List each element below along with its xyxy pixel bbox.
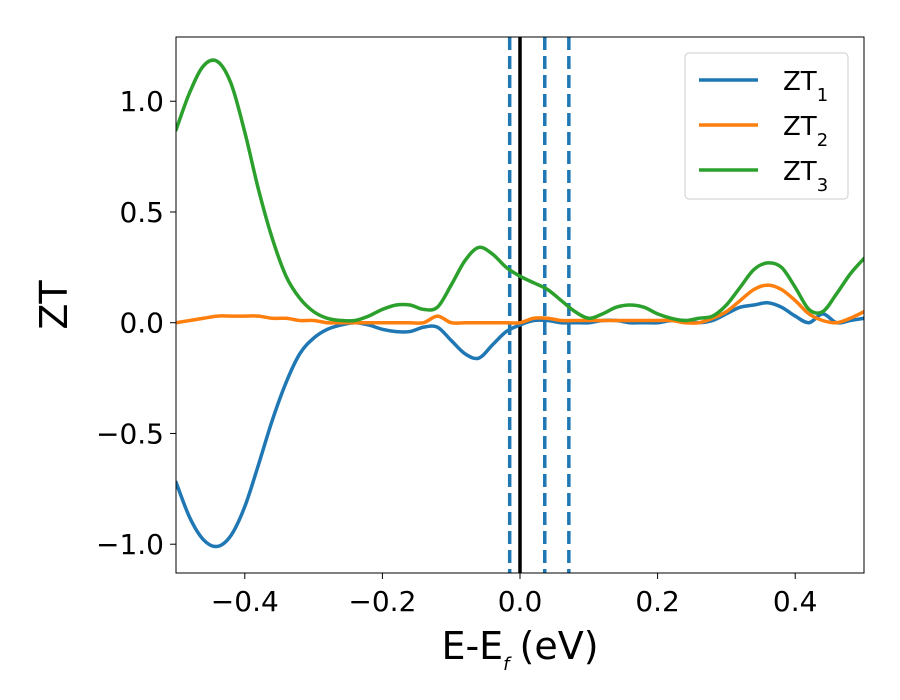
series-line-3 [176, 58, 864, 323]
legend-box [684, 52, 849, 200]
y-tick-label: −0.5 [96, 417, 164, 450]
y-tick-label: 1.0 [119, 85, 164, 118]
series-line-2 [176, 283, 864, 325]
y-axis-title: ZT [32, 280, 76, 330]
x-tick-label: −0.4 [211, 585, 279, 618]
legend-label-1: ZT1 [783, 67, 828, 106]
x-tick-label: −0.2 [348, 585, 416, 618]
y-tick-label: −1.0 [96, 528, 164, 561]
x-tick-label: 0.2 [635, 585, 680, 618]
series-layer [176, 58, 864, 549]
series-line-1 [176, 300, 864, 549]
x-axis-title: E-Ef (eV) [441, 624, 598, 675]
x-axis: −0.4 −0.2 0.0 0.2 0.4 [211, 573, 818, 618]
x-tick-label: 0.0 [498, 585, 543, 618]
x-tick-label: 0.4 [773, 585, 818, 618]
legend-label-2: ZT2 [783, 112, 828, 151]
legend-label-3: ZT3 [783, 157, 828, 196]
legend: ZT1 ZT2 ZT3 [684, 52, 849, 200]
y-tick-label: 0.0 [119, 307, 164, 340]
y-axis: −1.0 −0.5 0.0 0.5 1.0 [96, 85, 176, 561]
y-tick-label: 0.5 [119, 196, 164, 229]
